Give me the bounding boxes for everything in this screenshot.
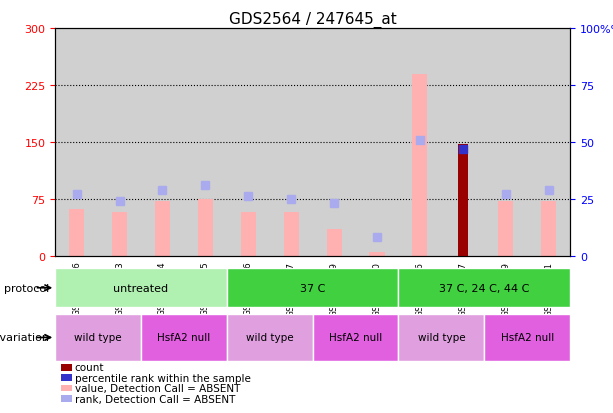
Text: rank, Detection Call = ABSENT: rank, Detection Call = ABSENT bbox=[75, 394, 235, 404]
Text: HsfA2 null: HsfA2 null bbox=[329, 332, 382, 343]
Text: count: count bbox=[75, 363, 104, 373]
Text: protocol: protocol bbox=[4, 283, 49, 293]
Bar bbox=[198, 199, 213, 256]
Bar bbox=[98, 29, 141, 256]
Bar bbox=[141, 29, 184, 256]
FancyBboxPatch shape bbox=[398, 268, 570, 308]
FancyBboxPatch shape bbox=[227, 314, 313, 361]
Bar bbox=[227, 29, 270, 256]
Text: untreated: untreated bbox=[113, 283, 169, 293]
Text: HsfA2 null: HsfA2 null bbox=[158, 332, 210, 343]
Bar bbox=[541, 202, 556, 256]
Text: 37 C, 24 C, 44 C: 37 C, 24 C, 44 C bbox=[439, 283, 530, 293]
FancyBboxPatch shape bbox=[398, 314, 484, 361]
Bar bbox=[370, 252, 384, 256]
Bar bbox=[498, 202, 513, 256]
Bar bbox=[112, 213, 127, 256]
Bar bbox=[527, 29, 570, 256]
Bar bbox=[184, 29, 227, 256]
Bar bbox=[55, 29, 98, 256]
Text: wild type: wild type bbox=[246, 332, 294, 343]
Bar bbox=[441, 29, 484, 256]
Bar bbox=[313, 29, 356, 256]
Text: genotype/variation: genotype/variation bbox=[0, 332, 49, 343]
FancyBboxPatch shape bbox=[55, 268, 227, 308]
Text: wild type: wild type bbox=[417, 332, 465, 343]
Bar bbox=[398, 29, 441, 256]
Bar bbox=[413, 74, 427, 256]
Bar bbox=[69, 209, 84, 256]
Bar bbox=[270, 29, 313, 256]
Text: HsfA2 null: HsfA2 null bbox=[501, 332, 554, 343]
FancyBboxPatch shape bbox=[313, 314, 398, 361]
Text: wild type: wild type bbox=[74, 332, 122, 343]
Text: percentile rank within the sample: percentile rank within the sample bbox=[75, 373, 251, 383]
Title: GDS2564 / 247645_at: GDS2564 / 247645_at bbox=[229, 12, 397, 28]
FancyBboxPatch shape bbox=[484, 314, 570, 361]
FancyBboxPatch shape bbox=[227, 268, 398, 308]
Bar bbox=[284, 213, 299, 256]
FancyBboxPatch shape bbox=[141, 314, 227, 361]
FancyBboxPatch shape bbox=[55, 314, 141, 361]
Bar bbox=[484, 29, 527, 256]
Text: 37 C: 37 C bbox=[300, 283, 326, 293]
Bar bbox=[241, 213, 256, 256]
Bar bbox=[457, 145, 468, 256]
Text: value, Detection Call = ABSENT: value, Detection Call = ABSENT bbox=[75, 383, 240, 393]
Bar bbox=[155, 202, 170, 256]
Bar bbox=[356, 29, 398, 256]
Bar bbox=[327, 230, 341, 256]
